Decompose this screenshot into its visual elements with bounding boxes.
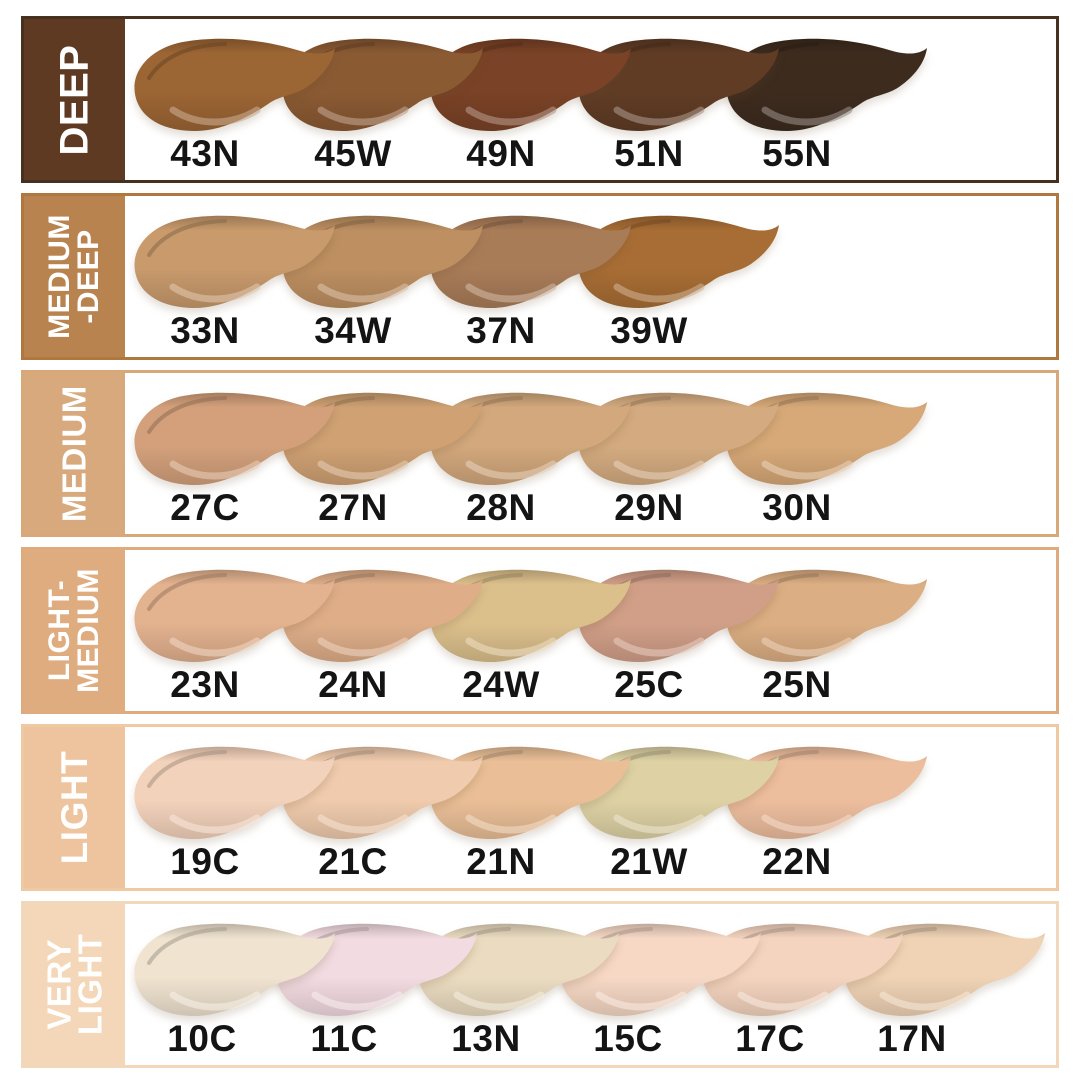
shade-swatch: 25N [723, 550, 927, 711]
swatch-smear-graphic [134, 392, 335, 485]
shade-code-label: 29N [614, 487, 684, 528]
shade-code-label: 34W [314, 310, 392, 351]
shade-chart: DEEP 43N 45W 49N 51N 55N MEDIUM -DEEP 33… [21, 16, 1059, 1068]
shade-row: MEDIUM 27C 27N 28N 29N 30N [21, 370, 1059, 537]
shade-swatch: 39W [575, 196, 779, 357]
category-sidebar: MEDIUM [24, 373, 125, 534]
shade-code-label: 49N [466, 133, 536, 174]
shade-code-label: 17C [735, 1018, 805, 1059]
shade-swatch: 33N [131, 196, 335, 357]
category-label: DEEP [52, 44, 97, 155]
shade-swatch: 21C [279, 727, 483, 888]
shade-code-label: 27C [170, 487, 240, 528]
shade-code-label: 45W [314, 133, 392, 174]
shade-code-label: 11C [310, 1018, 378, 1059]
shade-code-label: 51N [614, 133, 684, 174]
shade-row: LIGHT- MEDIUM 23N 24N 24W 25C 25N [21, 547, 1059, 714]
swatch-smear-graphic [134, 569, 335, 662]
shade-code-label: 28N [466, 487, 536, 528]
shade-swatch: 43N [131, 19, 335, 180]
shade-row: VERY LIGHT 10C 11C 13N 15C 17C 17N [21, 901, 1059, 1068]
swatch-smear-graphic [134, 38, 335, 131]
swatch-smear-graphic [134, 746, 335, 839]
shade-code-label: 25N [762, 664, 832, 705]
shade-code-label: 25C [614, 664, 684, 705]
swatch-area: 19C 21C 21N 21W 22N [125, 727, 1056, 888]
shade-code-label: 21C [318, 841, 388, 882]
shade-code-label: 21W [610, 841, 688, 882]
shade-code-label: 33N [170, 310, 240, 351]
swatch-area: 27C 27N 28N 29N 30N [125, 373, 1056, 534]
swatch-area: 33N 34W 37N 39W [125, 196, 1056, 357]
shade-row: MEDIUM -DEEP 33N 34W 37N 39W [21, 193, 1059, 360]
category-sidebar: LIGHT- MEDIUM [24, 550, 125, 711]
shade-code-label: 27N [318, 487, 388, 528]
shade-swatch: 29N [575, 373, 779, 534]
shade-swatch: 49N [427, 19, 631, 180]
shade-code-label: 43N [170, 133, 240, 174]
shade-code-label: 10C [167, 1018, 237, 1059]
category-sidebar: LIGHT [24, 727, 125, 888]
category-label: VERY LIGHT [40, 933, 109, 1036]
category-label: LIGHT [53, 750, 95, 865]
category-sidebar: MEDIUM -DEEP [24, 196, 125, 357]
shade-code-label: 23N [170, 664, 240, 705]
swatch-smear-graphic [134, 215, 335, 308]
swatch-smear-graphic [134, 923, 335, 1016]
shade-swatch: 51N [575, 19, 779, 180]
shade-code-label: 17N [877, 1018, 947, 1059]
shade-code-label: 22N [762, 841, 832, 882]
shade-code-label: 15C [593, 1018, 663, 1059]
shade-swatch: 34W [279, 196, 483, 357]
swatch-area: 43N 45W 49N 51N 55N [125, 19, 1056, 180]
shade-row: DEEP 43N 45W 49N 51N 55N [21, 16, 1059, 183]
shade-code-label: 19C [170, 841, 240, 882]
shade-code-label: 30N [762, 487, 832, 528]
shade-code-label: 39W [610, 310, 688, 351]
shade-code-label: 24W [462, 664, 540, 705]
shade-swatch: 19C [131, 727, 335, 888]
swatch-area: 10C 11C 13N 15C 17C 17N [125, 904, 1056, 1065]
shade-swatch: 27C [131, 373, 335, 534]
shade-swatch: 45W [279, 19, 483, 180]
category-label: LIGHT- MEDIUM [43, 568, 105, 693]
category-sidebar: VERY LIGHT [24, 904, 125, 1065]
shade-swatch: 24W [427, 550, 631, 711]
shade-swatch: 55N [723, 19, 927, 180]
shade-row: LIGHT 19C 21C 21N 21W 22N [21, 724, 1059, 891]
shade-code-label: 37N [466, 310, 536, 351]
category-label: MEDIUM [55, 385, 93, 522]
category-label: MEDIUM -DEEP [43, 214, 105, 339]
shade-code-label: 55N [762, 133, 832, 174]
shade-swatch: 28N [427, 373, 631, 534]
shade-swatch: 23N [131, 550, 335, 711]
category-sidebar: DEEP [24, 19, 125, 180]
swatch-area: 23N 24N 24W 25C 25N [125, 550, 1056, 711]
shade-swatch: 10C [131, 904, 335, 1065]
shade-code-label: 13N [451, 1018, 521, 1059]
shade-code-label: 24N [318, 664, 388, 705]
shade-code-label: 21N [466, 841, 536, 882]
